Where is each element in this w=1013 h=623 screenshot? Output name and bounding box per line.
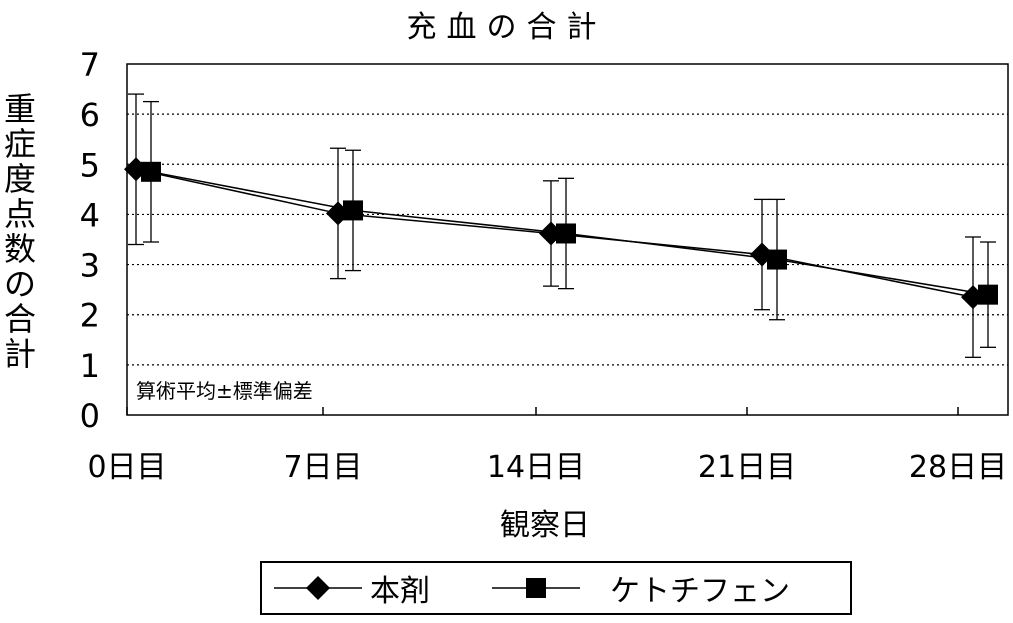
- legend-item-series-2: ケトチフェン: [490, 563, 790, 613]
- y-axis-label: 重症度点数の合計: [0, 92, 40, 372]
- legend-label-series-2: ケトチフェン: [610, 574, 790, 609]
- data-markers: [124, 157, 998, 310]
- y-axis-label-char: 合: [3, 300, 36, 338]
- y-axis-label-char: 数: [3, 230, 36, 268]
- annotation-note: 算術平均±標準偏差: [136, 379, 313, 403]
- x-tick-label: 0日目: [87, 450, 166, 485]
- x-tick-label: 21日目: [698, 450, 796, 485]
- y-tick-label: 0: [80, 397, 100, 435]
- y-tick-label: 2: [80, 297, 100, 335]
- y-axis-label-char: 重: [3, 90, 36, 128]
- y-tick-label: 3: [80, 247, 100, 285]
- y-tick-label: 4: [80, 196, 100, 234]
- square-marker: [343, 200, 363, 221]
- y-axis-label-char: 計: [3, 335, 36, 373]
- square-marker: [978, 284, 998, 305]
- x-tick-label: 7日目: [283, 450, 362, 485]
- y-tick-label: 6: [80, 96, 100, 134]
- x-axis-label: 観察日: [500, 508, 590, 543]
- x-tick-label: 28日目: [909, 450, 1007, 485]
- y-axis-label-char: 度: [3, 160, 36, 198]
- square-marker: [141, 161, 161, 182]
- chart-title: 充血の合計: [406, 10, 607, 45]
- y-axis-label-char: 症: [3, 125, 36, 163]
- square-marker: [767, 249, 787, 270]
- y-axis-label-char: 点: [3, 195, 36, 233]
- y-axis-label-char: の: [3, 265, 36, 303]
- plot-frame: [126, 63, 1009, 416]
- x-tick-label: 14日目: [487, 450, 585, 485]
- axes: [126, 407, 959, 415]
- y-tick-label: 5: [80, 146, 100, 184]
- square-marker: [556, 223, 576, 244]
- tick-labels: 0 1 2 3 4 5 6 7 0日目 7日目 14日目 21日目 28日目: [80, 46, 1007, 485]
- legend-label-series-1: 本剤: [370, 574, 430, 609]
- square-marker-icon: [492, 578, 580, 598]
- grid-lines: [127, 113, 1008, 366]
- diamond-marker-icon: [274, 576, 362, 600]
- y-tick-label: 1: [80, 347, 100, 385]
- legend-item-series-1: 本剤: [272, 563, 430, 613]
- y-tick-label: 7: [80, 46, 100, 84]
- legend: 本剤 ケトチフェン: [260, 561, 852, 615]
